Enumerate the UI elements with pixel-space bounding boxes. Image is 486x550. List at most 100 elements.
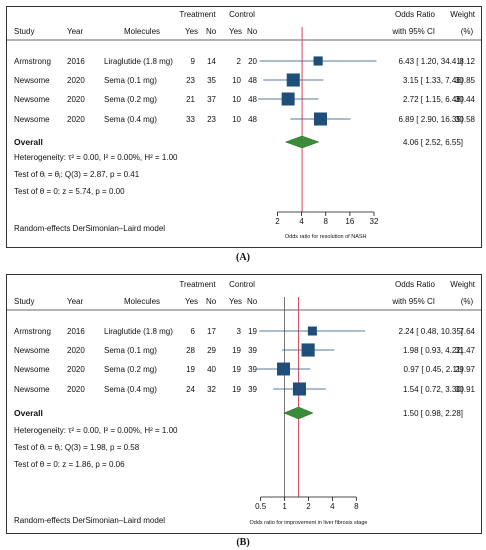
study-name: Newsome — [14, 385, 50, 394]
study-year: 2020 — [67, 385, 85, 394]
study-name: Newsome — [14, 95, 50, 104]
x-tick-label: 32 — [370, 217, 379, 226]
header-molecules: Molecules — [124, 27, 160, 36]
x-axis-title: Odds ratio for improvement in liver fibr… — [249, 520, 367, 526]
treatment-no-count: 32 — [207, 385, 216, 394]
study-year: 2020 — [67, 115, 85, 124]
header-odds-ratio: Odds Ratio — [395, 280, 436, 289]
odds-ratio-ci: 6.89 [ 2.90, 16.35] — [399, 115, 464, 124]
study-weight: 30.91 — [455, 385, 476, 394]
study-name: Armstrong — [14, 327, 51, 336]
control-yes-count: 2 — [237, 57, 242, 66]
header-molecules: Molecules — [124, 297, 160, 306]
study-weight: 29.97 — [455, 365, 476, 374]
header-control-yes: Yes — [229, 27, 242, 36]
header-control: Control — [229, 10, 255, 19]
header-treatment-yes: Yes — [185, 27, 198, 36]
odds-ratio-ci: 1.98 [ 0.93, 4.22] — [403, 346, 463, 355]
study-molecule: Sema (0.1 mg) — [104, 346, 157, 355]
study-effect-box — [313, 112, 328, 126]
treatment-yes-count: 19 — [186, 365, 195, 374]
study-molecule: Sema (0.2 mg) — [104, 95, 157, 104]
study-weight: 7.64 — [459, 327, 475, 336]
header-control: Control — [229, 280, 255, 289]
study-effect-box — [307, 326, 317, 336]
odds-ratio-ci: 0.97 [ 0.45, 2.11] — [404, 365, 463, 374]
treatment-no-count: 23 — [207, 115, 216, 124]
control-yes-count: 19 — [232, 385, 241, 394]
header-treatment-no: No — [206, 27, 217, 36]
control-no-count: 39 — [248, 346, 257, 355]
header-weight: Weight — [450, 10, 476, 19]
x-tick-label: 0.5 — [255, 502, 267, 511]
study-year: 2020 — [67, 346, 85, 355]
header-control-yes: Yes — [229, 297, 242, 306]
study-year: 2016 — [67, 57, 85, 66]
header-ci: with 95% CI — [391, 297, 435, 306]
x-tick-label: 8 — [323, 217, 328, 226]
header-treatment-yes: Yes — [185, 297, 198, 306]
odds-ratio-ci: 1.54 [ 0.72, 3.30] — [403, 385, 463, 394]
control-yes-count: 10 — [232, 115, 241, 124]
overall-odds-ratio-ci: 1.50 [ 0.98, 2.28] — [403, 409, 463, 418]
header-treatment: Treatment — [179, 10, 216, 19]
panel-b-label: (B) — [236, 537, 250, 548]
forest-plot-panel-a: Treatment Control Odds Ratio Weight Study Yea… — [6, 6, 482, 248]
header-treatment-no: No — [206, 297, 217, 306]
odds-ratio-ci: 3.15 [ 1.33, 7.46] — [403, 76, 463, 85]
overall-diamond — [283, 406, 314, 420]
overall-label: Overall — [14, 137, 43, 147]
study-effect-box — [301, 343, 315, 357]
header-year: Year — [67, 297, 84, 306]
control-yes-count: 10 — [232, 76, 241, 85]
panel-a-label: (A) — [236, 252, 250, 263]
control-yes-count: 10 — [232, 95, 241, 104]
header-ci: with 95% CI — [391, 27, 435, 36]
x-tick-label: 4 — [299, 217, 304, 226]
x-tick-label: 4 — [330, 502, 335, 511]
header-control-no: No — [247, 27, 258, 36]
study-molecule: Sema (0.4 mg) — [104, 385, 157, 394]
study-molecule: Sema (0.1 mg) — [104, 76, 157, 85]
control-no-count: 48 — [248, 95, 257, 104]
x-tick-label: 2 — [275, 217, 280, 226]
treatment-yes-count: 6 — [191, 327, 196, 336]
study-weight: 8.12 — [459, 57, 475, 66]
treatment-yes-count: 9 — [191, 57, 196, 66]
test-theta-zero: Test of θ = 0: z = 1.86, p = 0.06 — [14, 460, 125, 469]
test-theta-i-equal: Test of θᵢ = θⱼ: Q(3) = 1.98, p = 0.58 — [14, 443, 140, 452]
treatment-no-count: 35 — [207, 76, 216, 85]
treatment-yes-count: 33 — [186, 115, 195, 124]
control-no-count: 39 — [248, 365, 257, 374]
header-study: Study — [14, 297, 34, 306]
header-treatment: Treatment — [179, 280, 216, 289]
treatment-yes-count: 21 — [186, 95, 195, 104]
study-name: Newsome — [14, 346, 50, 355]
x-tick-label: 8 — [354, 502, 359, 511]
study-year: 2016 — [67, 327, 85, 336]
x-axis-title: Odds ratio for resolution of NASH — [285, 234, 367, 240]
control-no-count: 19 — [248, 327, 257, 336]
treatment-yes-count: 24 — [186, 385, 195, 394]
odds-ratio-ci: 6.43 [ 1.20, 34.41] — [399, 57, 464, 66]
study-effect-box — [292, 382, 306, 396]
control-yes-count: 19 — [232, 346, 241, 355]
control-no-count: 48 — [248, 115, 257, 124]
study-name: Newsome — [14, 115, 50, 124]
treatment-no-count: 40 — [207, 365, 216, 374]
study-molecule: Sema (0.2 mg) — [104, 365, 157, 374]
x-tick-label: 1 — [282, 502, 287, 511]
study-molecule: Sema (0.4 mg) — [104, 115, 157, 124]
header-odds-ratio: Odds Ratio — [395, 10, 436, 19]
test-theta-zero: Test of θ = 0: z = 5.74, p = 0.00 — [14, 187, 125, 196]
header-weight-pct: (%) — [461, 297, 474, 306]
overall-diamond — [284, 135, 320, 149]
control-no-count: 20 — [248, 57, 257, 66]
treatment-no-count: 17 — [207, 327, 216, 336]
header-study: Study — [14, 27, 34, 36]
forest-plot-b: Treatment Control Odds Ratio Weight Study Yea… — [7, 280, 481, 526]
treatment-yes-count: 23 — [186, 76, 195, 85]
header-weight: Weight — [450, 280, 476, 289]
heterogeneity-stats: Heterogeneity: τ² = 0.00, I² = 0.00%, H²… — [14, 426, 178, 435]
study-molecule: Liraglutide (1.8 mg) — [104, 327, 173, 336]
